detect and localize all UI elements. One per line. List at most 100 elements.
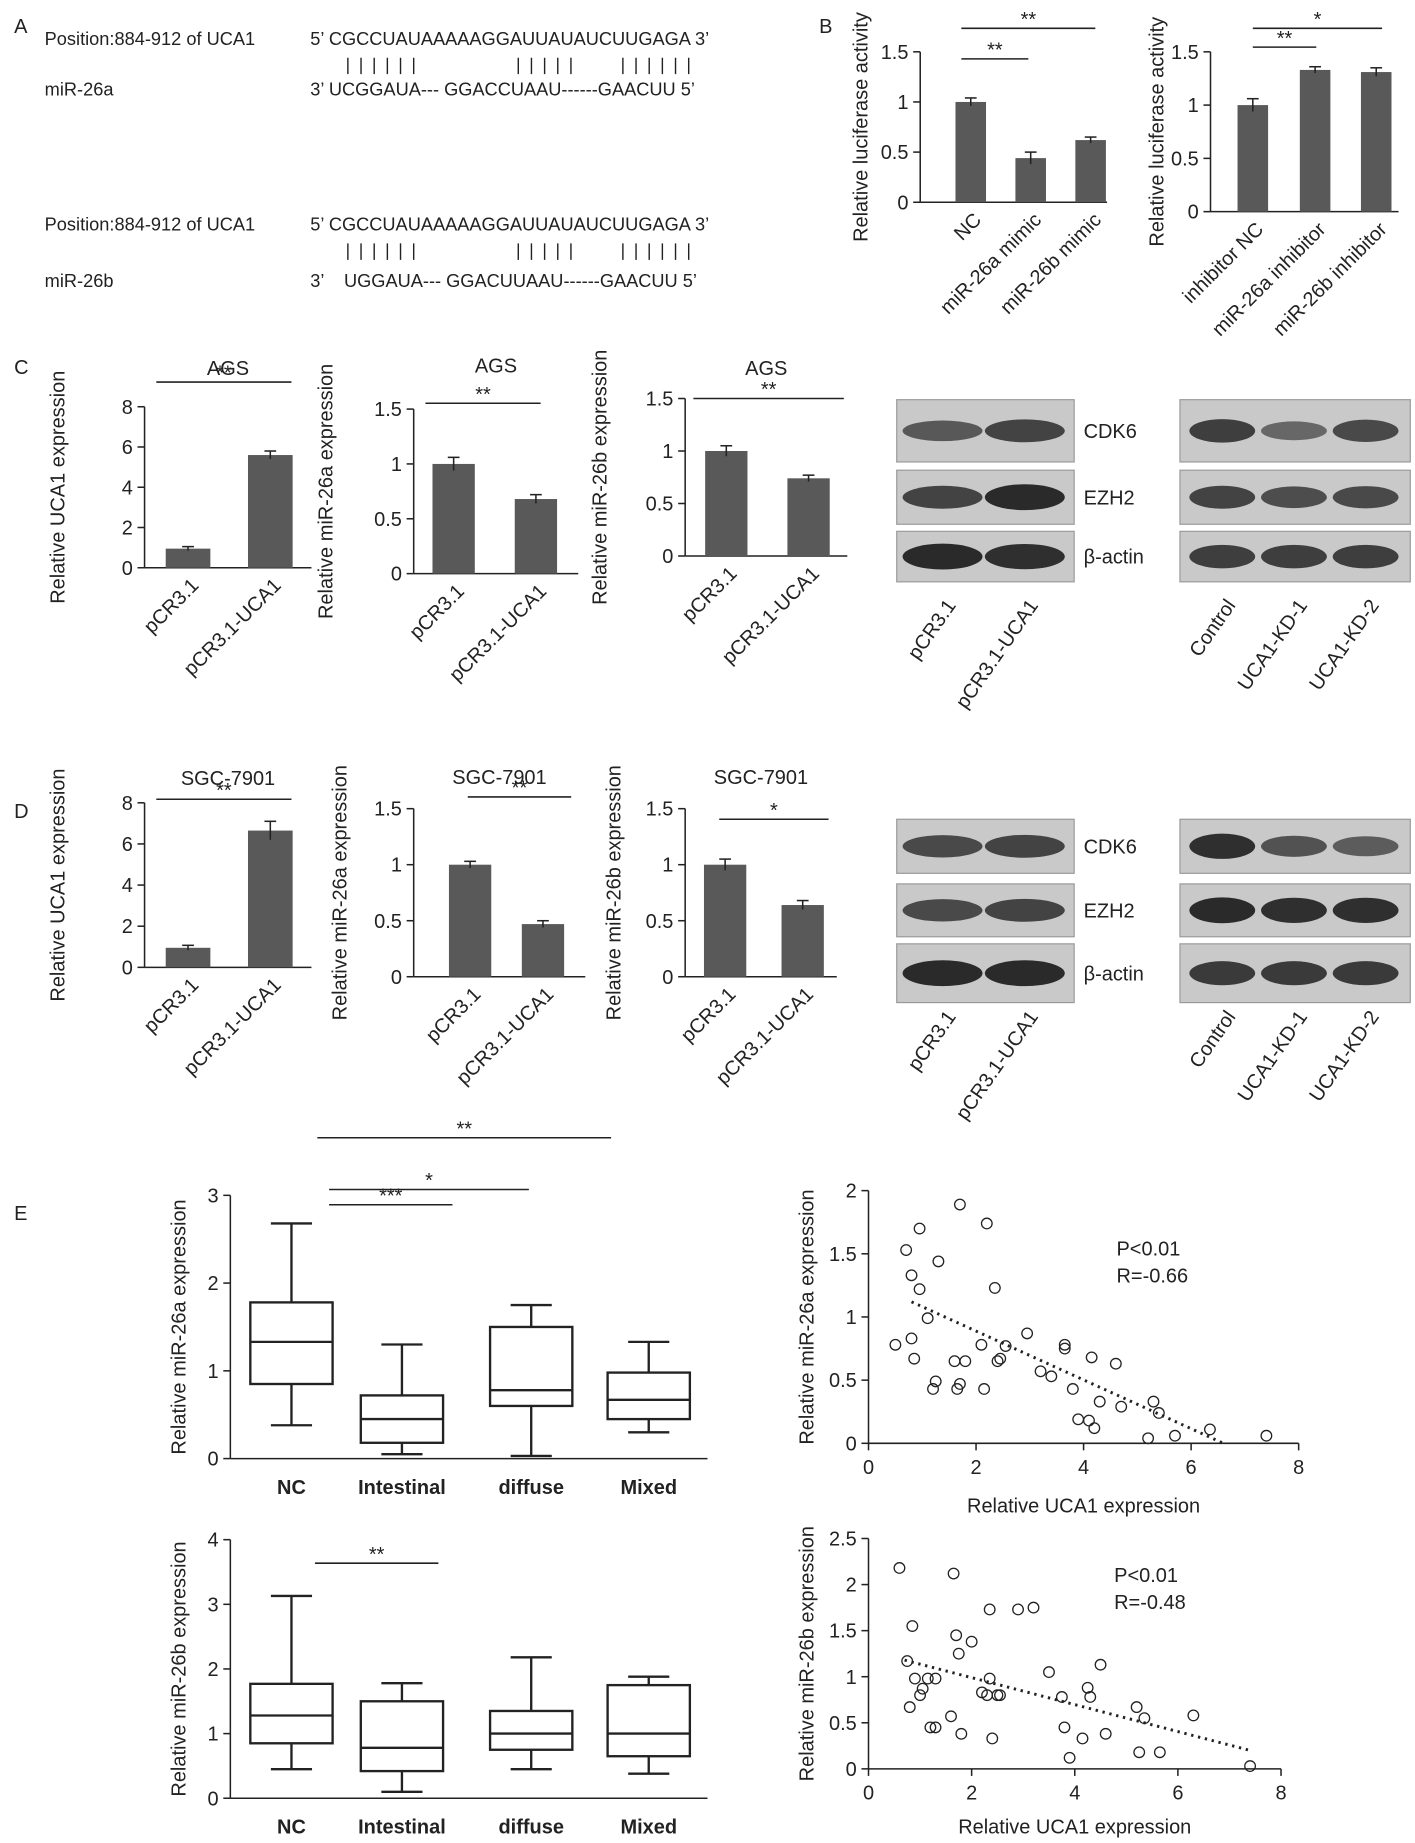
y-tick-label: 1: [391, 855, 402, 877]
point: [988, 1281, 1001, 1294]
category-label: diffuse: [498, 1477, 563, 1499]
blot-band: [984, 419, 1065, 443]
panel-label: D: [14, 801, 28, 823]
lane-label: pCR3.1: [904, 1007, 961, 1075]
position-label: Position:884-912 of UCA1: [45, 29, 255, 49]
blot-band: [1332, 897, 1399, 923]
x-tick-label: 4: [1078, 1457, 1089, 1479]
blot-band: [902, 835, 983, 858]
y-tick-label: 1.5: [374, 799, 402, 821]
blot-band: [1189, 544, 1256, 569]
point: [950, 1629, 963, 1642]
y-tick-label: 0: [897, 192, 908, 214]
x-tick-label: pCR3.1: [677, 984, 740, 1047]
blot-band: [1332, 544, 1399, 569]
y-tick-label: 0.5: [374, 911, 402, 933]
y-tick-label: 8: [122, 793, 133, 815]
category-label: Intestinal: [358, 1477, 446, 1499]
blot-band: [1261, 421, 1327, 441]
bar: [1237, 105, 1269, 212]
point: [980, 1217, 993, 1230]
y-tick-label: 4: [122, 477, 133, 499]
chart-title: AGS: [207, 358, 249, 380]
point: [975, 1338, 988, 1351]
blot-band: [1261, 897, 1327, 923]
point: [929, 1672, 942, 1685]
box: [488, 1709, 574, 1751]
band-label: EZH2: [1084, 487, 1135, 509]
x-tick-label: 4: [1069, 1782, 1080, 1804]
category-label: NC: [277, 1477, 306, 1499]
base-pairing: [347, 57, 690, 75]
y-tick-label: 2: [207, 1273, 218, 1295]
bar: [247, 830, 293, 968]
chart-title: SGC-7901: [714, 767, 808, 789]
y-tick-label: 2.5: [829, 1529, 857, 1551]
point: [948, 1355, 961, 1368]
band-label: CDK6: [1084, 421, 1137, 443]
blot-band: [1189, 419, 1256, 443]
y-tick-label: 3: [207, 1185, 218, 1207]
y-tick-label: 1: [897, 92, 908, 114]
chart-title: AGS: [475, 356, 517, 378]
y-tick-label: 0: [122, 957, 133, 979]
bar: [1299, 69, 1331, 212]
category-label: Intestinal: [358, 1816, 446, 1838]
point: [1099, 1727, 1112, 1740]
y-tick-label: 1: [662, 441, 673, 463]
point: [965, 1635, 978, 1648]
point: [921, 1672, 934, 1685]
point: [916, 1682, 929, 1695]
point: [905, 1269, 918, 1282]
significance-label: **: [1277, 28, 1293, 50]
significance-label: **: [216, 780, 232, 802]
y-tick-label: 0: [846, 1759, 857, 1781]
point: [991, 1689, 1004, 1702]
y-tick-label: 0: [391, 564, 402, 586]
chart-title: SGC-7901: [181, 768, 275, 790]
point: [1066, 1383, 1079, 1395]
y-axis-label: Relative miR-26b expression: [169, 1541, 191, 1796]
blot-band: [1189, 961, 1256, 986]
bar: [165, 548, 211, 568]
y-tick-label: 0.5: [1171, 148, 1199, 170]
blot-band: [1332, 486, 1399, 509]
base-pairing: [347, 243, 690, 260]
y-axis-label: Relative miR-26b expression: [604, 765, 626, 1020]
y-tick-label: 1: [1188, 95, 1199, 117]
blot-band: [902, 543, 983, 570]
y-tick-label: 2: [122, 916, 133, 938]
x-tick-label: miR-26a inhibitor: [1208, 218, 1331, 341]
y-tick-label: 1.5: [646, 799, 674, 821]
point: [953, 1377, 966, 1390]
point: [1152, 1407, 1165, 1419]
lane-label: pCR3.1: [904, 596, 961, 664]
box: [249, 1301, 334, 1386]
bar: [705, 451, 748, 556]
blot-band: [984, 484, 1065, 511]
x-tick-label: 2: [970, 1457, 981, 1479]
point: [1076, 1732, 1089, 1745]
box: [606, 1371, 692, 1421]
y-tick-label: 1: [662, 855, 673, 877]
y-tick-label: 6: [122, 834, 133, 856]
lane-label: UCA1-KD-2: [1305, 596, 1383, 695]
blot-band: [1189, 897, 1256, 924]
mirna-name: miR-26b: [45, 271, 114, 291]
point: [952, 1647, 965, 1660]
x-tick-label: pCR3.1: [678, 563, 741, 626]
x-tick-label: miR-26b inhibitor: [1269, 218, 1392, 341]
blot-band: [1189, 485, 1256, 509]
y-tick-label: 2: [846, 1575, 857, 1597]
y-tick-label: 0.5: [646, 911, 674, 933]
point: [947, 1567, 960, 1580]
point: [1093, 1395, 1106, 1408]
blot-band: [984, 543, 1065, 570]
point: [905, 1332, 918, 1345]
mirna-sequence: 3’ UGGAUA--- GGACUUAAU------GAACUU 5’: [310, 271, 697, 291]
lane-label: pCR3.1-UCA1: [952, 596, 1043, 713]
bar: [1075, 140, 1106, 203]
point: [1058, 1721, 1071, 1734]
point: [906, 1620, 919, 1632]
y-axis-label: Relative miR-26b expression: [796, 1526, 818, 1781]
